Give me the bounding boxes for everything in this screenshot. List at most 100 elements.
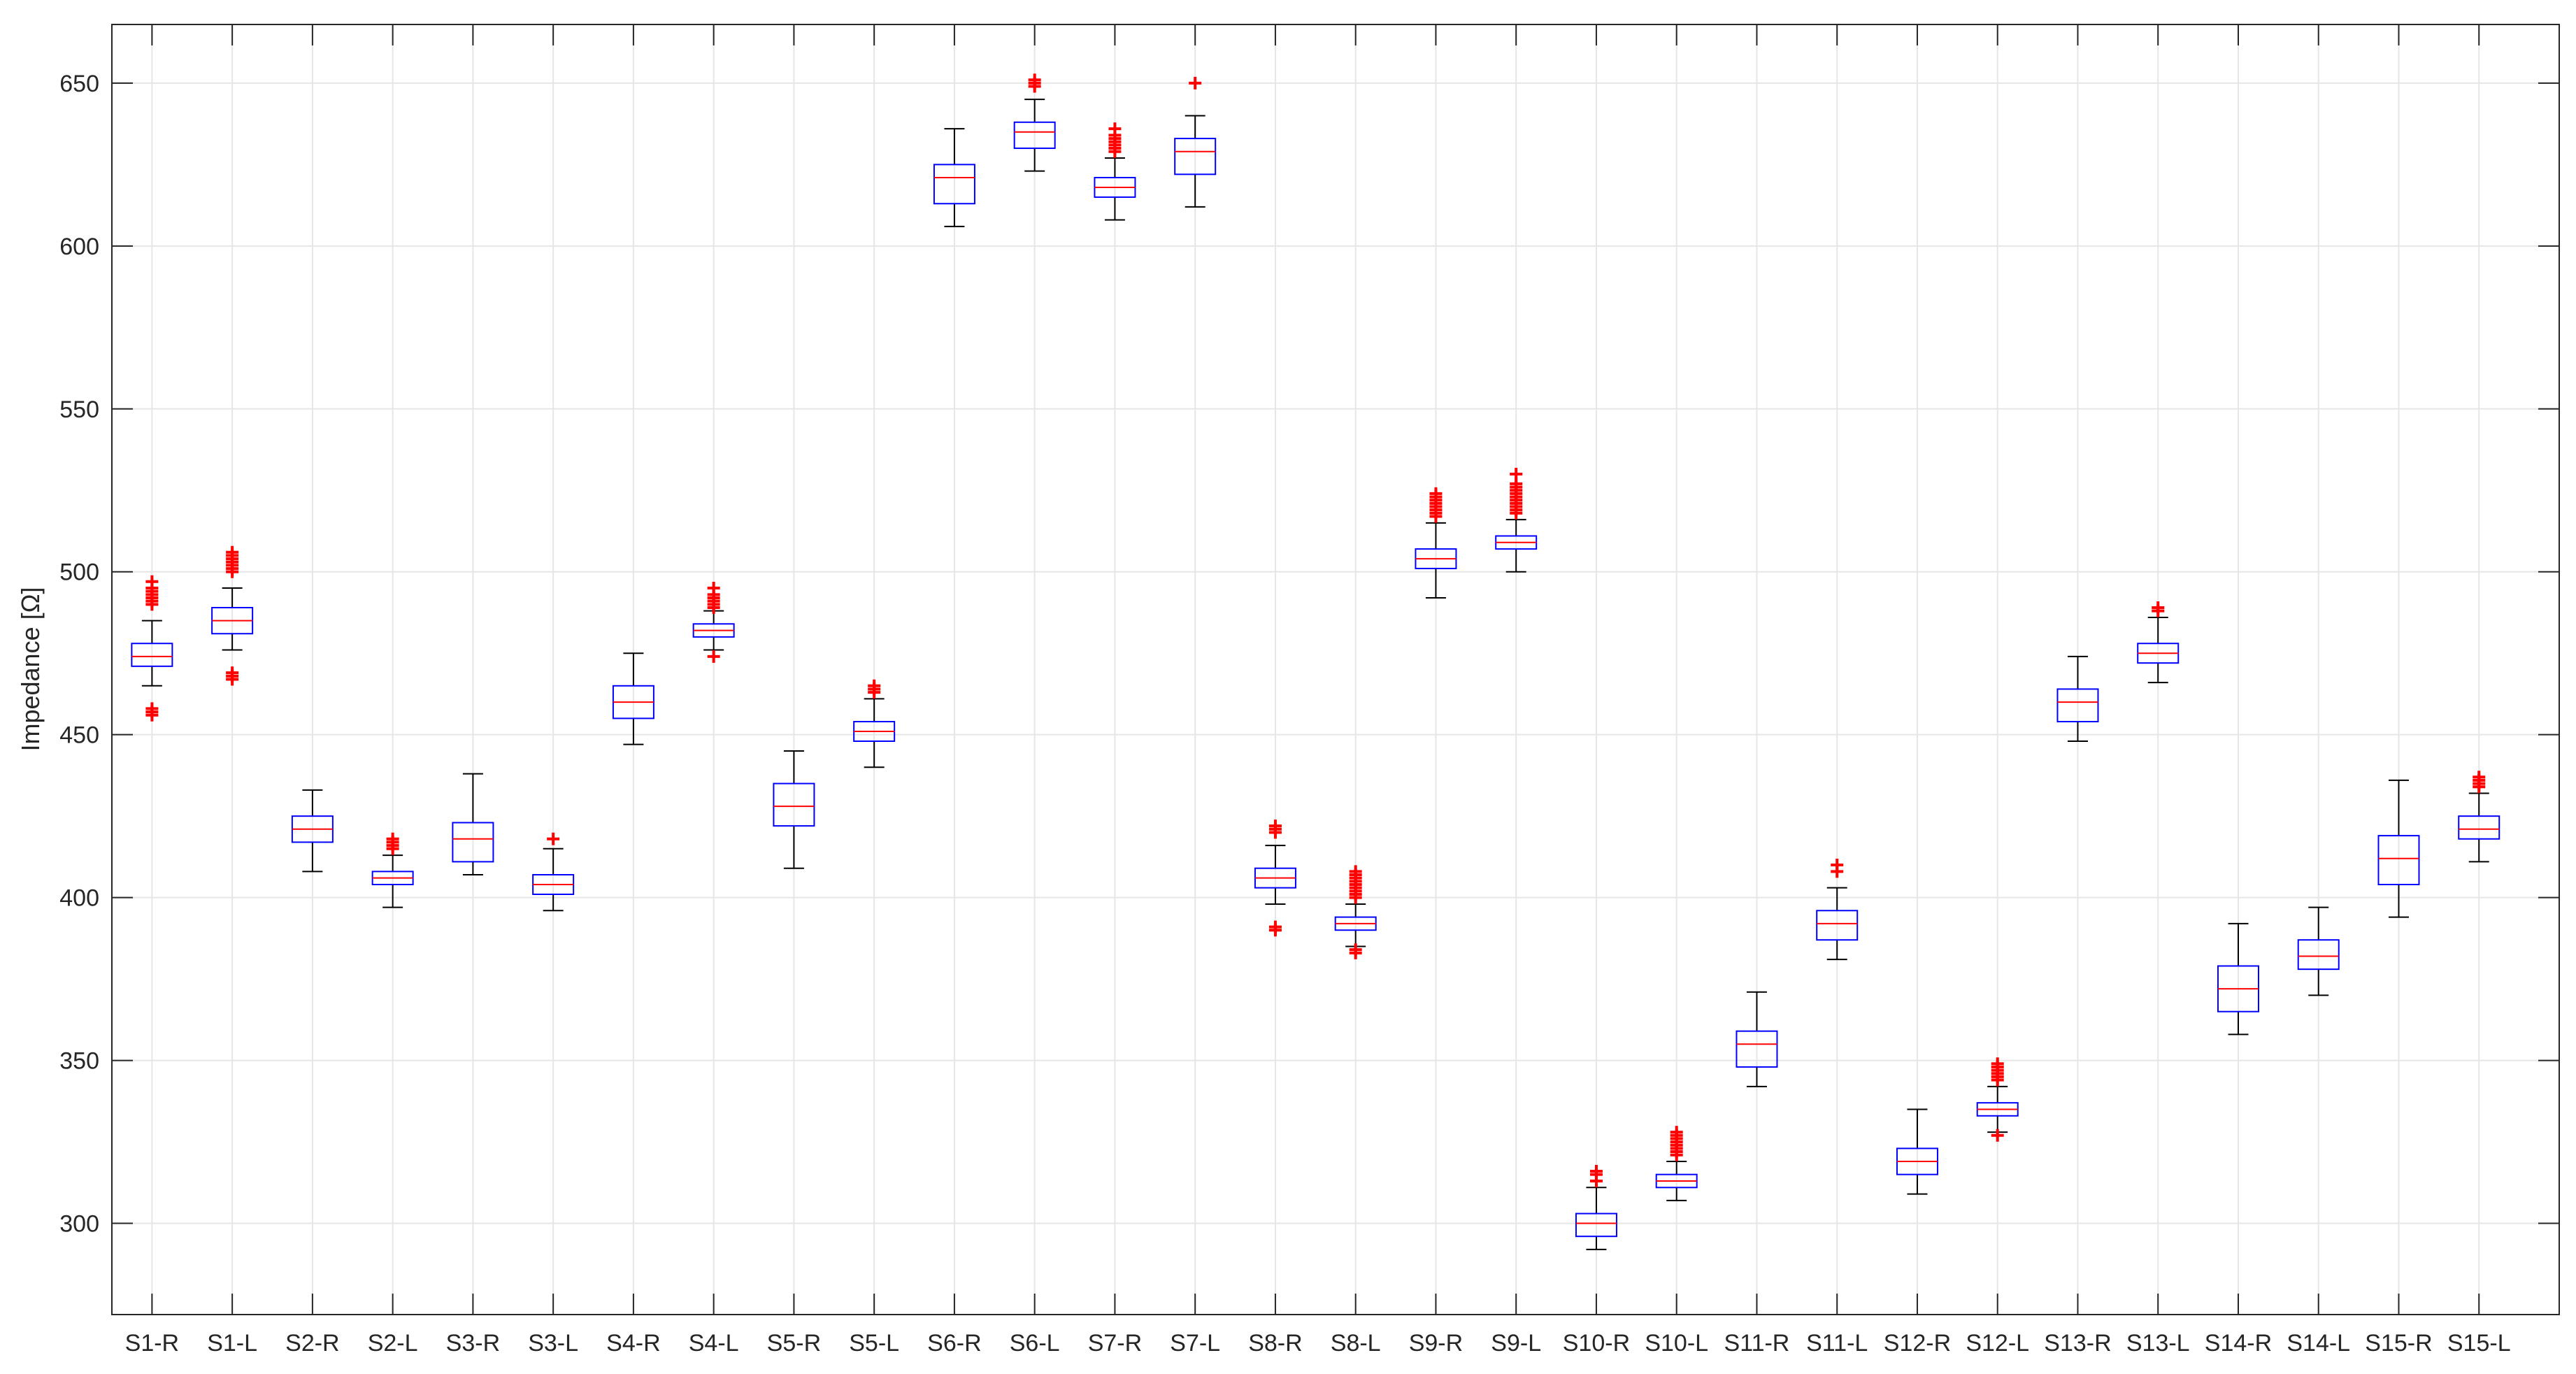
y-tick-label: 600 bbox=[59, 234, 99, 260]
x-tick-label: S6-R bbox=[927, 1330, 981, 1357]
y-tick-label: 450 bbox=[59, 722, 99, 749]
x-tick-label: S9-R bbox=[1409, 1330, 1463, 1357]
box-s7-r bbox=[1094, 122, 1136, 221]
box-s8-l bbox=[1334, 865, 1377, 959]
iqr-box bbox=[2056, 688, 2099, 723]
outlier-marker bbox=[1510, 467, 1523, 480]
x-tick-label: S13-L bbox=[2126, 1330, 2190, 1357]
box-s7-l bbox=[1174, 76, 1217, 208]
box-s13-r bbox=[2056, 655, 2099, 742]
box-s14-l bbox=[2297, 906, 2340, 996]
x-tick-label: S8-L bbox=[1331, 1330, 1381, 1357]
iqr-box bbox=[773, 782, 815, 827]
plot-background bbox=[112, 24, 2559, 1315]
iqr-box bbox=[2297, 939, 2340, 971]
iqr-box bbox=[2377, 835, 2420, 886]
outlier-marker bbox=[1991, 1057, 2004, 1071]
plot-frame bbox=[111, 24, 2560, 1315]
outlier-marker bbox=[1589, 1165, 1603, 1178]
iqr-box bbox=[1816, 910, 1859, 941]
x-tick-label: S5-R bbox=[767, 1330, 821, 1357]
box-s4-l bbox=[692, 582, 735, 663]
x-tick-label: S5-L bbox=[849, 1330, 899, 1357]
box-s5-l bbox=[853, 679, 896, 768]
box-s3-r bbox=[452, 773, 494, 876]
iqr-box bbox=[1575, 1212, 1617, 1238]
outlier-marker bbox=[1108, 122, 1122, 136]
x-tick-label: S1-L bbox=[207, 1330, 257, 1357]
x-tick-label: S13-R bbox=[2044, 1330, 2111, 1357]
x-tick-label: S6-L bbox=[1010, 1330, 1060, 1357]
box-s11-l bbox=[1816, 859, 1859, 961]
x-tick-label: S12-R bbox=[1884, 1330, 1951, 1357]
y-tick-label: 550 bbox=[59, 396, 99, 423]
x-tick-label: S1-R bbox=[125, 1330, 179, 1357]
iqr-box bbox=[131, 643, 173, 667]
x-tick-label: S7-L bbox=[1170, 1330, 1220, 1357]
x-tick-label: S4-L bbox=[689, 1330, 739, 1357]
x-tick-label: S11-R bbox=[1724, 1330, 1790, 1357]
outlier-marker bbox=[226, 545, 239, 559]
outlier-marker bbox=[707, 650, 720, 663]
x-tick-label: S14-L bbox=[2287, 1330, 2350, 1357]
outlier-marker bbox=[145, 575, 159, 588]
y-axis-label: Impedance [Ω] bbox=[16, 587, 45, 751]
box-s6-r bbox=[933, 128, 975, 227]
box-s12-l bbox=[1976, 1057, 2019, 1142]
x-tick-label: S8-R bbox=[1248, 1330, 1302, 1357]
box-s2-l bbox=[371, 832, 414, 908]
outlier-marker bbox=[226, 666, 239, 680]
x-tick-label: S3-L bbox=[528, 1330, 578, 1357]
x-tick-label: S2-L bbox=[368, 1330, 418, 1357]
x-tick-label: S15-R bbox=[2365, 1330, 2432, 1357]
outlier-marker bbox=[547, 832, 560, 845]
outlier-marker bbox=[1349, 943, 1362, 957]
box-s13-l bbox=[2137, 601, 2180, 684]
x-tick-label: S11-L bbox=[1806, 1330, 1868, 1357]
outlier-marker bbox=[1670, 1126, 1683, 1139]
outlier-marker bbox=[1268, 920, 1282, 933]
outlier-marker bbox=[1831, 859, 1844, 872]
x-tick-label: S10-L bbox=[1645, 1330, 1708, 1357]
iqr-box bbox=[1736, 1030, 1778, 1068]
x-tick-label: S15-L bbox=[2447, 1330, 2511, 1357]
y-tick-label: 350 bbox=[59, 1048, 99, 1075]
box-s15-l bbox=[2458, 771, 2500, 863]
iqr-box bbox=[933, 164, 975, 205]
y-tick-label: 300 bbox=[59, 1211, 99, 1238]
outlier-marker bbox=[145, 702, 159, 715]
iqr-box bbox=[1013, 121, 1056, 150]
box-s4-r bbox=[612, 652, 654, 745]
x-tick-label: S2-R bbox=[285, 1330, 339, 1357]
outlier-marker bbox=[1991, 1129, 2004, 1142]
box-s5-r bbox=[773, 750, 815, 869]
x-tick-label: S10-R bbox=[1563, 1330, 1630, 1357]
box-s14-r bbox=[2217, 922, 2259, 1036]
outlier-marker bbox=[707, 582, 720, 595]
outlier-marker bbox=[386, 832, 399, 845]
outlier-marker bbox=[868, 679, 881, 692]
box-s2-r bbox=[291, 789, 334, 873]
outlier-marker bbox=[1189, 76, 1202, 90]
box-s9-r bbox=[1415, 487, 1457, 599]
y-tick-label: 500 bbox=[59, 559, 99, 586]
box-s1-r bbox=[131, 575, 173, 722]
iqr-box bbox=[1174, 138, 1217, 176]
x-tick-label: S7-R bbox=[1088, 1330, 1142, 1357]
axis-ticks: 300 350 400 450 500 550 600 650 S1-R S1-L S2-R S2-L… bbox=[59, 24, 2559, 1357]
x-tick-label: S12-L bbox=[1966, 1330, 2029, 1357]
outlier-marker bbox=[1349, 865, 1362, 878]
box-s6-l bbox=[1013, 73, 1056, 172]
iqr-box bbox=[2458, 815, 2500, 840]
box-s12-r bbox=[1896, 1108, 1938, 1195]
y-tick-label: 400 bbox=[59, 885, 99, 912]
box-s10-r bbox=[1575, 1165, 1617, 1250]
outlier-marker bbox=[1028, 73, 1041, 87]
x-tick-label: S9-L bbox=[1491, 1330, 1541, 1357]
outlier-marker bbox=[1429, 487, 1443, 500]
box-s11-r bbox=[1736, 991, 1778, 1087]
y-tick-label: 650 bbox=[59, 71, 99, 97]
x-tick-label: S3-R bbox=[446, 1330, 500, 1357]
box-s15-r bbox=[2377, 779, 2420, 918]
